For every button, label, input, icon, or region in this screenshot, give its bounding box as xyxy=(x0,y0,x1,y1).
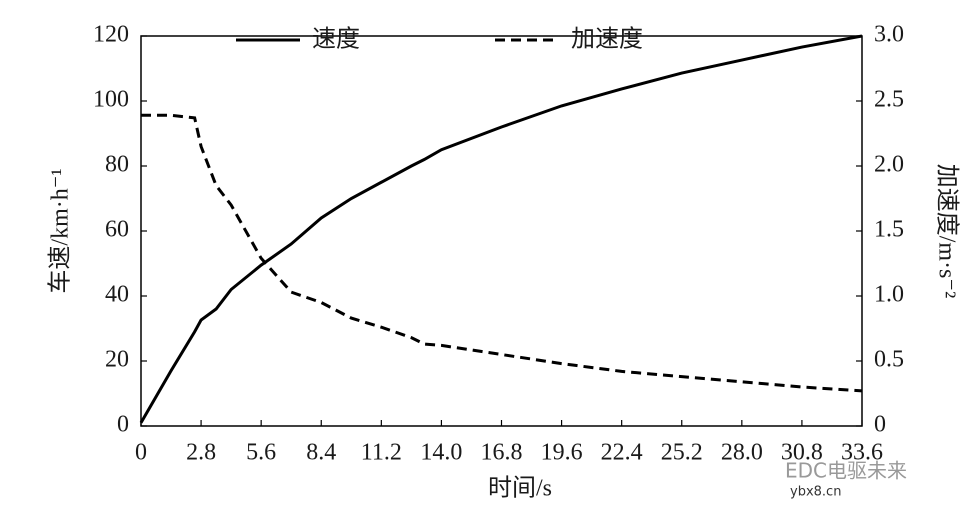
watermark: EDC电驱未来 xyxy=(785,459,907,483)
x-tick-label: 16.8 xyxy=(481,440,523,466)
source: ybx8.cn xyxy=(790,485,841,500)
x-tick-label: 0 xyxy=(135,440,147,466)
y-tick-label: 80 xyxy=(105,152,129,178)
y2-tick-label: 1.0 xyxy=(874,282,904,308)
x-tick-label: 25.2 xyxy=(661,440,703,466)
plot-frame xyxy=(140,35,863,427)
series-line xyxy=(141,113,863,393)
y2-tick-label: 0 xyxy=(874,412,886,438)
legend-label: 速度 xyxy=(312,26,360,53)
y-tick-label: 20 xyxy=(105,347,129,373)
x-tick-label: 22.4 xyxy=(601,440,643,466)
y2-tick-label: 1.5 xyxy=(874,217,904,243)
y-tick-label: 120 xyxy=(93,22,129,48)
y-tick-label: 40 xyxy=(105,282,129,308)
x-tick-label: 8.4 xyxy=(306,440,336,466)
y2-tick-label: 0.5 xyxy=(874,347,904,373)
x-tick-label: 14.0 xyxy=(420,440,462,466)
y2-axis-title: 加速度/m·s⁻² xyxy=(933,164,960,299)
x-tick-label: 19.6 xyxy=(541,440,583,466)
x-tick-label: 2.8 xyxy=(186,440,216,466)
x-tick-label: 28.0 xyxy=(721,440,763,466)
y-tick-label: 60 xyxy=(105,217,129,243)
y2-tick-label: 2.0 xyxy=(874,152,904,178)
x-tick-label: 30.8 xyxy=(781,440,823,466)
y2-tick-label: 3.0 xyxy=(874,22,904,48)
y-tick-label: 100 xyxy=(93,87,129,113)
x-tick-label: 33.6 xyxy=(841,440,883,466)
series-line xyxy=(139,34,863,424)
y2-tick-label: 2.5 xyxy=(874,87,904,113)
y-axis-title: 车速/km·h⁻¹ xyxy=(47,168,74,293)
x-axis-title: 时间/s xyxy=(488,475,552,502)
legend-label: 加速度 xyxy=(571,26,643,53)
y-tick-label: 0 xyxy=(117,412,129,438)
x-tick-label: 5.6 xyxy=(246,440,276,466)
x-tick-label: 11.2 xyxy=(361,440,402,466)
